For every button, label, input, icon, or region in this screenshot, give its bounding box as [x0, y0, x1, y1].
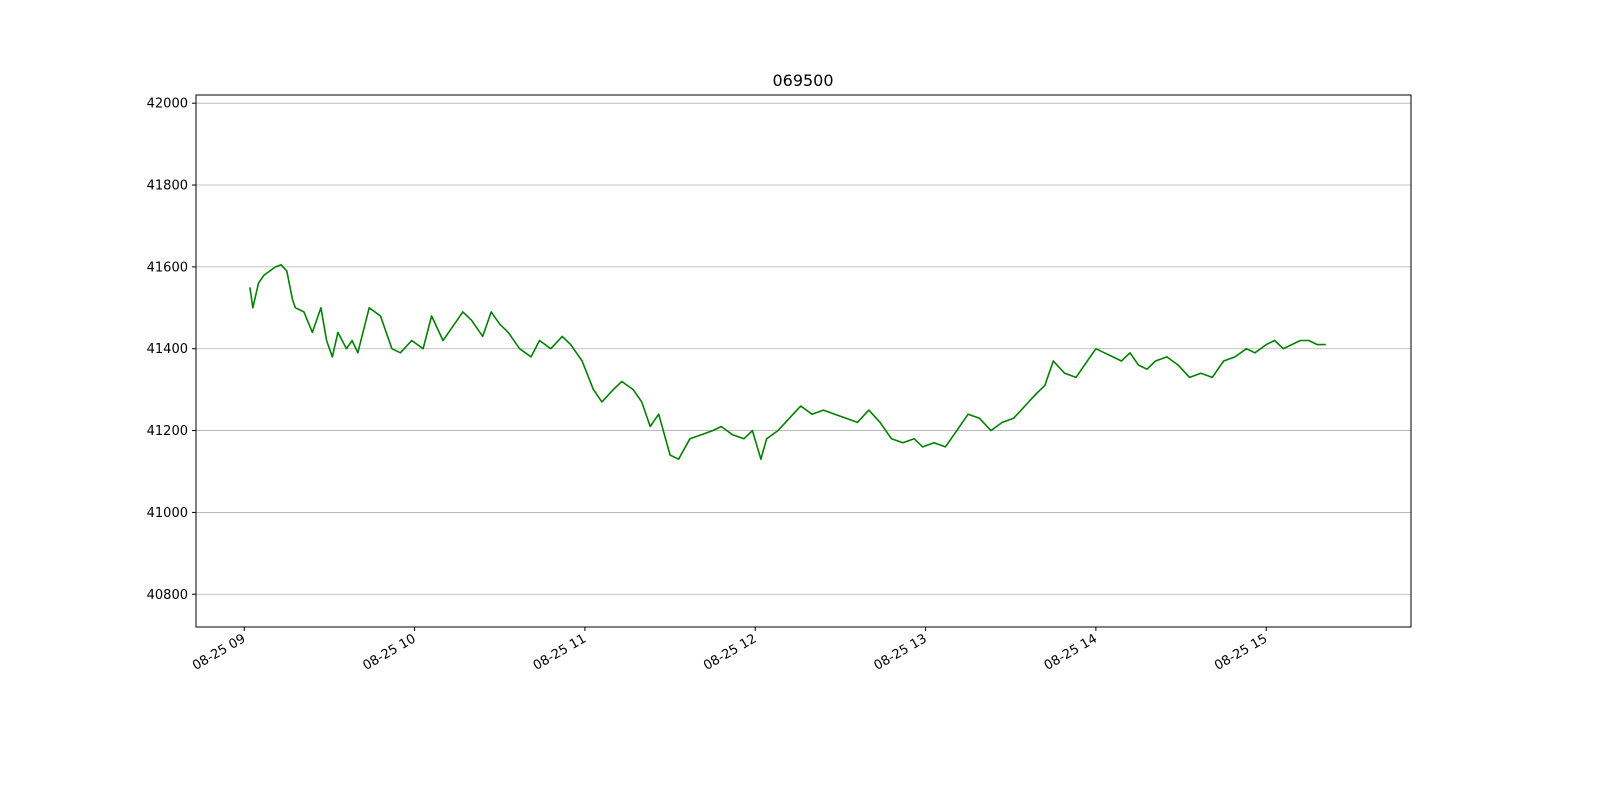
- y-tick-label: 41800: [147, 179, 188, 194]
- y-tick-label: 41600: [147, 260, 188, 275]
- x-tick-label: 08-25 09: [190, 631, 248, 673]
- gridlines: [196, 102, 1411, 595]
- x-tick-label: 08-25 15: [1212, 631, 1270, 673]
- x-tick-label: 08-25 12: [701, 631, 759, 673]
- plot-frame: [195, 94, 1412, 628]
- y-tick-label: 40800: [147, 588, 188, 603]
- chart-title: 069500: [772, 71, 833, 90]
- series-line-0: [249, 263, 1326, 461]
- x-axis: 08-25 09 08-25 10 08-25 11 08-25 12 08-25 13…: [190, 627, 1270, 674]
- y-tick-label: 41400: [147, 342, 188, 357]
- series-layer: [249, 263, 1326, 461]
- x-tick-label: 08-25 14: [1042, 631, 1100, 673]
- y-tick-label: 41000: [147, 506, 188, 521]
- x-tick-label: 08-25 10: [360, 631, 418, 673]
- x-tick-label: 08-25 13: [871, 631, 929, 673]
- y-axis: 40800 41000 41200 41400 41600 41800 42000: [147, 97, 196, 603]
- y-tick-label: 42000: [147, 97, 188, 112]
- y-tick-label: 41200: [147, 424, 188, 439]
- x-tick-label: 08-25 11: [531, 631, 589, 673]
